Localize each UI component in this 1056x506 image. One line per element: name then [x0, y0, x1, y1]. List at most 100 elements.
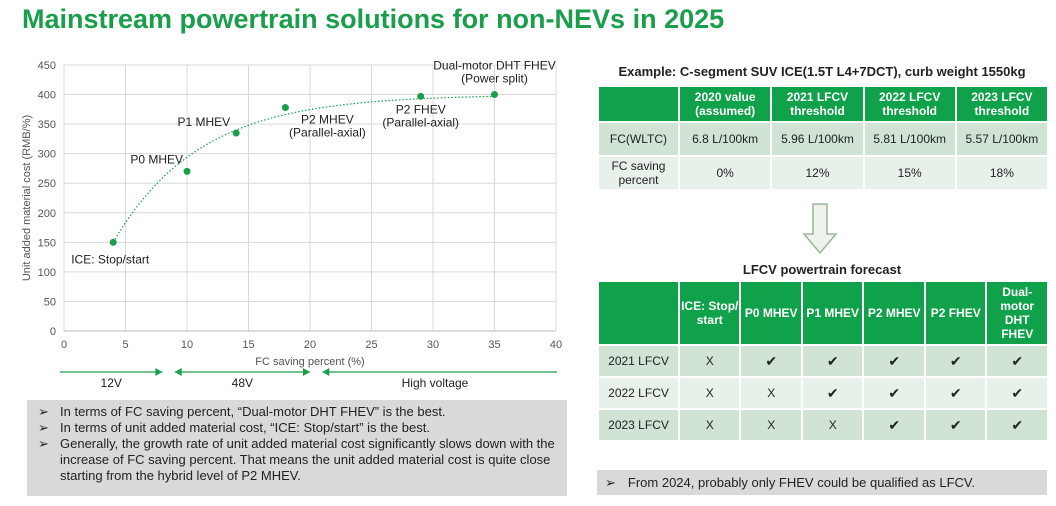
table-cell: ✔ [864, 346, 924, 376]
table-cell: 0% [679, 157, 771, 189]
data-point [183, 167, 191, 175]
table-cell: 18% [956, 157, 1047, 189]
column-header: P1 MHEV [802, 282, 863, 344]
data-point [109, 238, 117, 246]
note-text: In terms of FC saving percent, “Dual-mot… [60, 404, 446, 419]
table-row: 2023 LFCV X X X ✔ ✔ ✔ [599, 410, 1047, 440]
data-label: P2 MHEV [301, 113, 354, 127]
data-point [417, 92, 425, 100]
example-table: 2020 value (assumed) 2021 LFCV threshold 2… [597, 85, 1049, 191]
table-cell: 12% [772, 157, 863, 189]
x-tick-label: 10 [181, 339, 193, 351]
table-row: 2021 LFCV X ✔ ✔ ✔ ✔ ✔ [599, 346, 1047, 376]
table-row: FC(WLTC) 6.8 L/100km 5.96 L/100km 5.81 L/10… [599, 123, 1047, 155]
data-point [281, 104, 289, 112]
table-cell: 2021 LFCV [599, 346, 679, 376]
note-text: In terms of unit added material cost, “I… [60, 420, 430, 435]
y-tick-label: 350 [38, 119, 56, 131]
table-cell: X [741, 378, 801, 408]
column-header: 2023 LFCV threshold [956, 87, 1047, 121]
table-cell: ✔ [987, 410, 1047, 440]
table-cell: ✔ [741, 346, 801, 376]
arrow-left-icon [174, 368, 182, 376]
data-label: P1 MHEV [178, 115, 231, 129]
table-cell: FC(WLTC) [599, 123, 678, 155]
y-tick-label: 0 [50, 326, 56, 338]
voltage-range-label: 48V [232, 376, 253, 390]
example-caption: Example: C-segment SUV ICE(1.5T L4+7DCT)… [618, 64, 1026, 79]
y-tick-label: 50 [44, 296, 56, 308]
table-cell: ✔ [987, 346, 1047, 376]
y-tick-label: 450 [38, 60, 56, 72]
footnote-text: From 2024, probably only FHEV could be q… [627, 475, 976, 490]
column-header: P0 MHEV [741, 282, 801, 344]
data-label: (Parallel-axial) [382, 115, 459, 129]
table-cell: 6.8 L/100km [679, 123, 771, 155]
table-cell: 2022 LFCV [599, 378, 679, 408]
table-cell: 15% [864, 157, 955, 189]
table-cell: 5.57 L/100km [956, 123, 1047, 155]
table-cell: FC saving percent [599, 157, 678, 189]
column-header: 2022 LFCV threshold [864, 87, 955, 121]
x-tick-label: 25 [365, 339, 377, 351]
bullet-icon: ➢ [605, 475, 616, 490]
table-cell: ✔ [802, 378, 863, 408]
arrow-right-icon [155, 368, 163, 376]
table-cell: 5.81 L/100km [864, 123, 955, 155]
header-row: ICE: Stop/ start P0 MHEV P1 MHEV P2 MHEV P2 … [599, 282, 1047, 344]
table-cell: ✔ [925, 378, 986, 408]
voltage-range-label: High voltage [402, 376, 469, 390]
y-tick-label: 250 [38, 178, 56, 190]
bullet-icon: ➢ [38, 436, 49, 451]
bullet-icon: ➢ [38, 420, 49, 435]
x-tick-label: 35 [488, 339, 500, 351]
column-header [599, 87, 678, 121]
arrow-left-icon [322, 368, 330, 376]
data-label: (Power split) [461, 72, 528, 86]
x-tick-label: 30 [427, 339, 439, 351]
column-header [599, 282, 679, 344]
note-item: ➢ Generally, the growth rate of unit adde… [32, 436, 562, 484]
data-label: Dual-motor DHT FHEV [433, 59, 555, 73]
table-cell: ✔ [925, 346, 986, 376]
column-header: 2020 value (assumed) [679, 87, 771, 121]
forecast-caption: LFCV powertrain forecast [742, 262, 902, 277]
x-tick-label: 15 [242, 339, 254, 351]
data-label: (Parallel-axial) [289, 126, 366, 140]
column-header: P2 FHEV [925, 282, 986, 344]
header-row: 2020 value (assumed) 2021 LFCV threshold 2… [599, 87, 1047, 121]
chart-notes: ➢ In terms of FC saving percent, “Dual-mo… [27, 400, 567, 496]
note-item: ➢ In terms of FC saving percent, “Dual-mo… [32, 404, 562, 420]
data-label: P2 FHEV [396, 102, 446, 116]
table-cell: 2023 LFCV [599, 410, 679, 440]
x-tick-label: 0 [61, 339, 67, 351]
down-arrow-icon [802, 203, 838, 255]
table-cell: X [741, 410, 801, 440]
table-cell: X [802, 410, 863, 440]
note-text: Generally, the growth rate of unit added… [60, 436, 555, 483]
x-tick-label: 20 [304, 339, 316, 351]
y-tick-label: 400 [38, 90, 56, 102]
table-cell: ✔ [925, 410, 986, 440]
data-label: ICE: Stop/start [71, 252, 150, 266]
x-tick-label: 40 [550, 339, 562, 351]
table-cell: ✔ [864, 378, 924, 408]
table-row: 2022 LFCV X X ✔ ✔ ✔ ✔ [599, 378, 1047, 408]
y-tick-label: 300 [38, 149, 56, 161]
table-cell: ✔ [802, 346, 863, 376]
table-row: FC saving percent 0% 12% 15% 18% [599, 157, 1047, 189]
voltage-range-label: 12V [101, 376, 122, 390]
page-title: Mainstream powertrain solutions for non-… [22, 4, 725, 34]
forecast-table: ICE: Stop/ start P0 MHEV P1 MHEV P2 MHEV P2 … [597, 280, 1049, 442]
bullet-icon: ➢ [38, 404, 49, 419]
table-cell: ✔ [987, 378, 1047, 408]
x-tick-label: 5 [122, 339, 128, 351]
data-point [491, 91, 498, 99]
table-cell: 5.96 L/100km [772, 123, 863, 155]
y-tick-label: 150 [38, 237, 56, 249]
table-cell: ✔ [864, 410, 924, 440]
column-header: ICE: Stop/ start [680, 282, 740, 344]
x-axis-label: FC saving percent (%) [255, 356, 364, 368]
trendline [112, 95, 495, 243]
data-label: P0 MHEV [130, 152, 183, 166]
